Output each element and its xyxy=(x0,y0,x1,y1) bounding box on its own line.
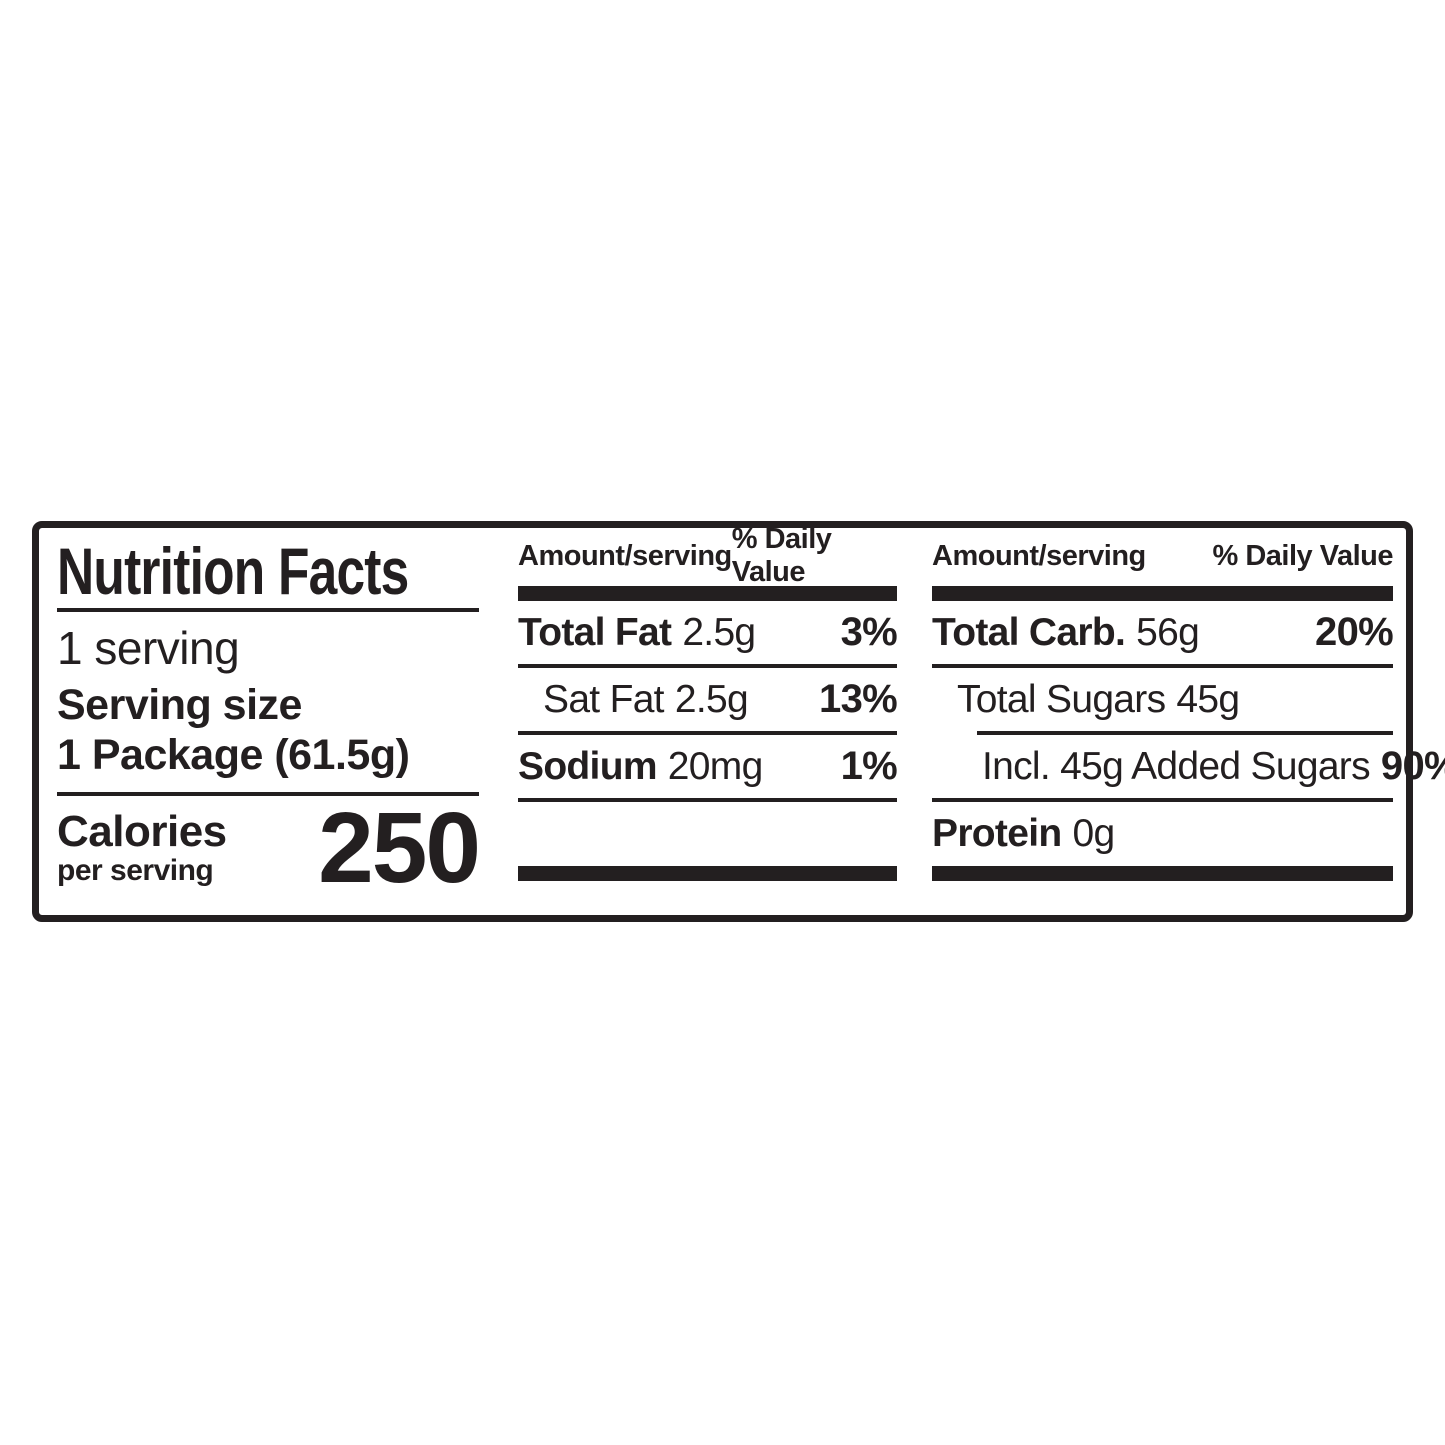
calories-sublabel: per serving xyxy=(57,854,214,887)
calories-row: Calories per serving 250 xyxy=(57,792,481,904)
nutrition-facts-label: Nutrition Facts 1 serving Serving size 1… xyxy=(32,521,1445,922)
nutrient-row-sodium: Sodium 20mg 1% xyxy=(518,735,898,798)
row-divider xyxy=(518,664,897,668)
nutrient-text: Sodium 20mg xyxy=(518,745,763,789)
facts-column-1: Amount/serving % Daily Value Total Fat 2.… xyxy=(518,523,898,881)
daily-value: 13% xyxy=(819,677,898,721)
nutrient-name: Incl. 45g Added Sugars xyxy=(982,744,1371,788)
title-divider xyxy=(57,608,479,612)
nutrient-text: Incl. 45g Added Sugars xyxy=(982,745,1381,789)
column-header: Amount/serving % Daily Value xyxy=(518,523,897,588)
row-divider xyxy=(518,731,897,735)
nutrient-row-total-sugars: Total Sugars 45g xyxy=(932,668,1393,731)
nutrient-name: Protein xyxy=(932,812,1062,855)
nutrient-row-total-carb: Total Carb. 56g 20% xyxy=(932,601,1394,664)
nutrient-row-sat-fat: Sat Fat 2.5g 13% xyxy=(518,668,898,731)
section-bar xyxy=(932,866,1393,881)
nutrient-name: Total Carb. xyxy=(932,610,1126,654)
calories-label: Calories xyxy=(57,807,227,856)
row-divider xyxy=(932,798,1393,802)
nutrient-amount: 0g xyxy=(1072,812,1115,855)
nutrient-text: Total Sugars 45g xyxy=(957,677,1240,722)
nutrient-name: Sodium xyxy=(518,744,657,788)
section-bar xyxy=(932,586,1393,601)
servings-per-container: 1 serving xyxy=(57,622,240,674)
nutrient-name: Sat Fat xyxy=(543,677,665,721)
overview-column: Nutrition Facts 1 serving Serving size 1… xyxy=(57,534,481,904)
nutrient-row-added-sugars: Incl. 45g Added Sugars 90% xyxy=(932,735,1445,798)
nutrient-amount: 45g xyxy=(1176,677,1240,721)
calories-value: 250 xyxy=(318,792,481,904)
nutrient-text: Sat Fat 2.5g xyxy=(543,677,749,722)
nutrient-amount: 2.5g xyxy=(674,677,749,721)
daily-value-header: % Daily Value xyxy=(1212,539,1394,572)
row-divider xyxy=(932,664,1393,668)
empty-row xyxy=(518,802,897,866)
amount-serving-header: Amount/serving xyxy=(518,539,732,572)
nutrient-row-total-fat: Total Fat 2.5g 3% xyxy=(518,601,898,664)
daily-value: 1% xyxy=(840,744,898,788)
section-bar xyxy=(518,586,897,601)
calories-words: Calories per serving xyxy=(57,809,227,887)
row-divider-indented xyxy=(977,731,1393,735)
nutrient-text: Protein 0g xyxy=(932,812,1115,856)
nutrient-name: Total Sugars xyxy=(957,677,1166,721)
facts-column-2: Amount/serving % Daily Value Total Carb.… xyxy=(932,534,1445,881)
nutrient-amount: 56g xyxy=(1136,610,1200,654)
nutrient-amount: 20mg xyxy=(667,744,763,788)
daily-value: 20% xyxy=(1315,610,1394,654)
nutrient-row-protein: Protein 0g xyxy=(932,802,1393,866)
calories-divider xyxy=(57,792,479,796)
label-title: Nutrition Facts xyxy=(57,534,409,608)
section-bar xyxy=(518,866,897,881)
nutrient-name: Total Fat xyxy=(518,610,672,654)
daily-value: 90% xyxy=(1380,744,1445,788)
serving-size-label: Serving size xyxy=(57,681,302,729)
nutrient-amount: 2.5g xyxy=(682,610,756,654)
daily-value: 3% xyxy=(840,610,898,654)
amount-serving-header: Amount/serving xyxy=(932,539,1146,572)
row-divider xyxy=(518,798,897,802)
daily-value-header: % Daily Value xyxy=(731,523,832,588)
nutrient-text: Total Fat 2.5g xyxy=(518,610,756,655)
nutrient-text: Total Carb. 56g xyxy=(932,610,1200,655)
serving-size-value: 1 Package (61.5g) xyxy=(57,731,410,779)
column-header: Amount/serving % Daily Value xyxy=(932,534,1393,578)
